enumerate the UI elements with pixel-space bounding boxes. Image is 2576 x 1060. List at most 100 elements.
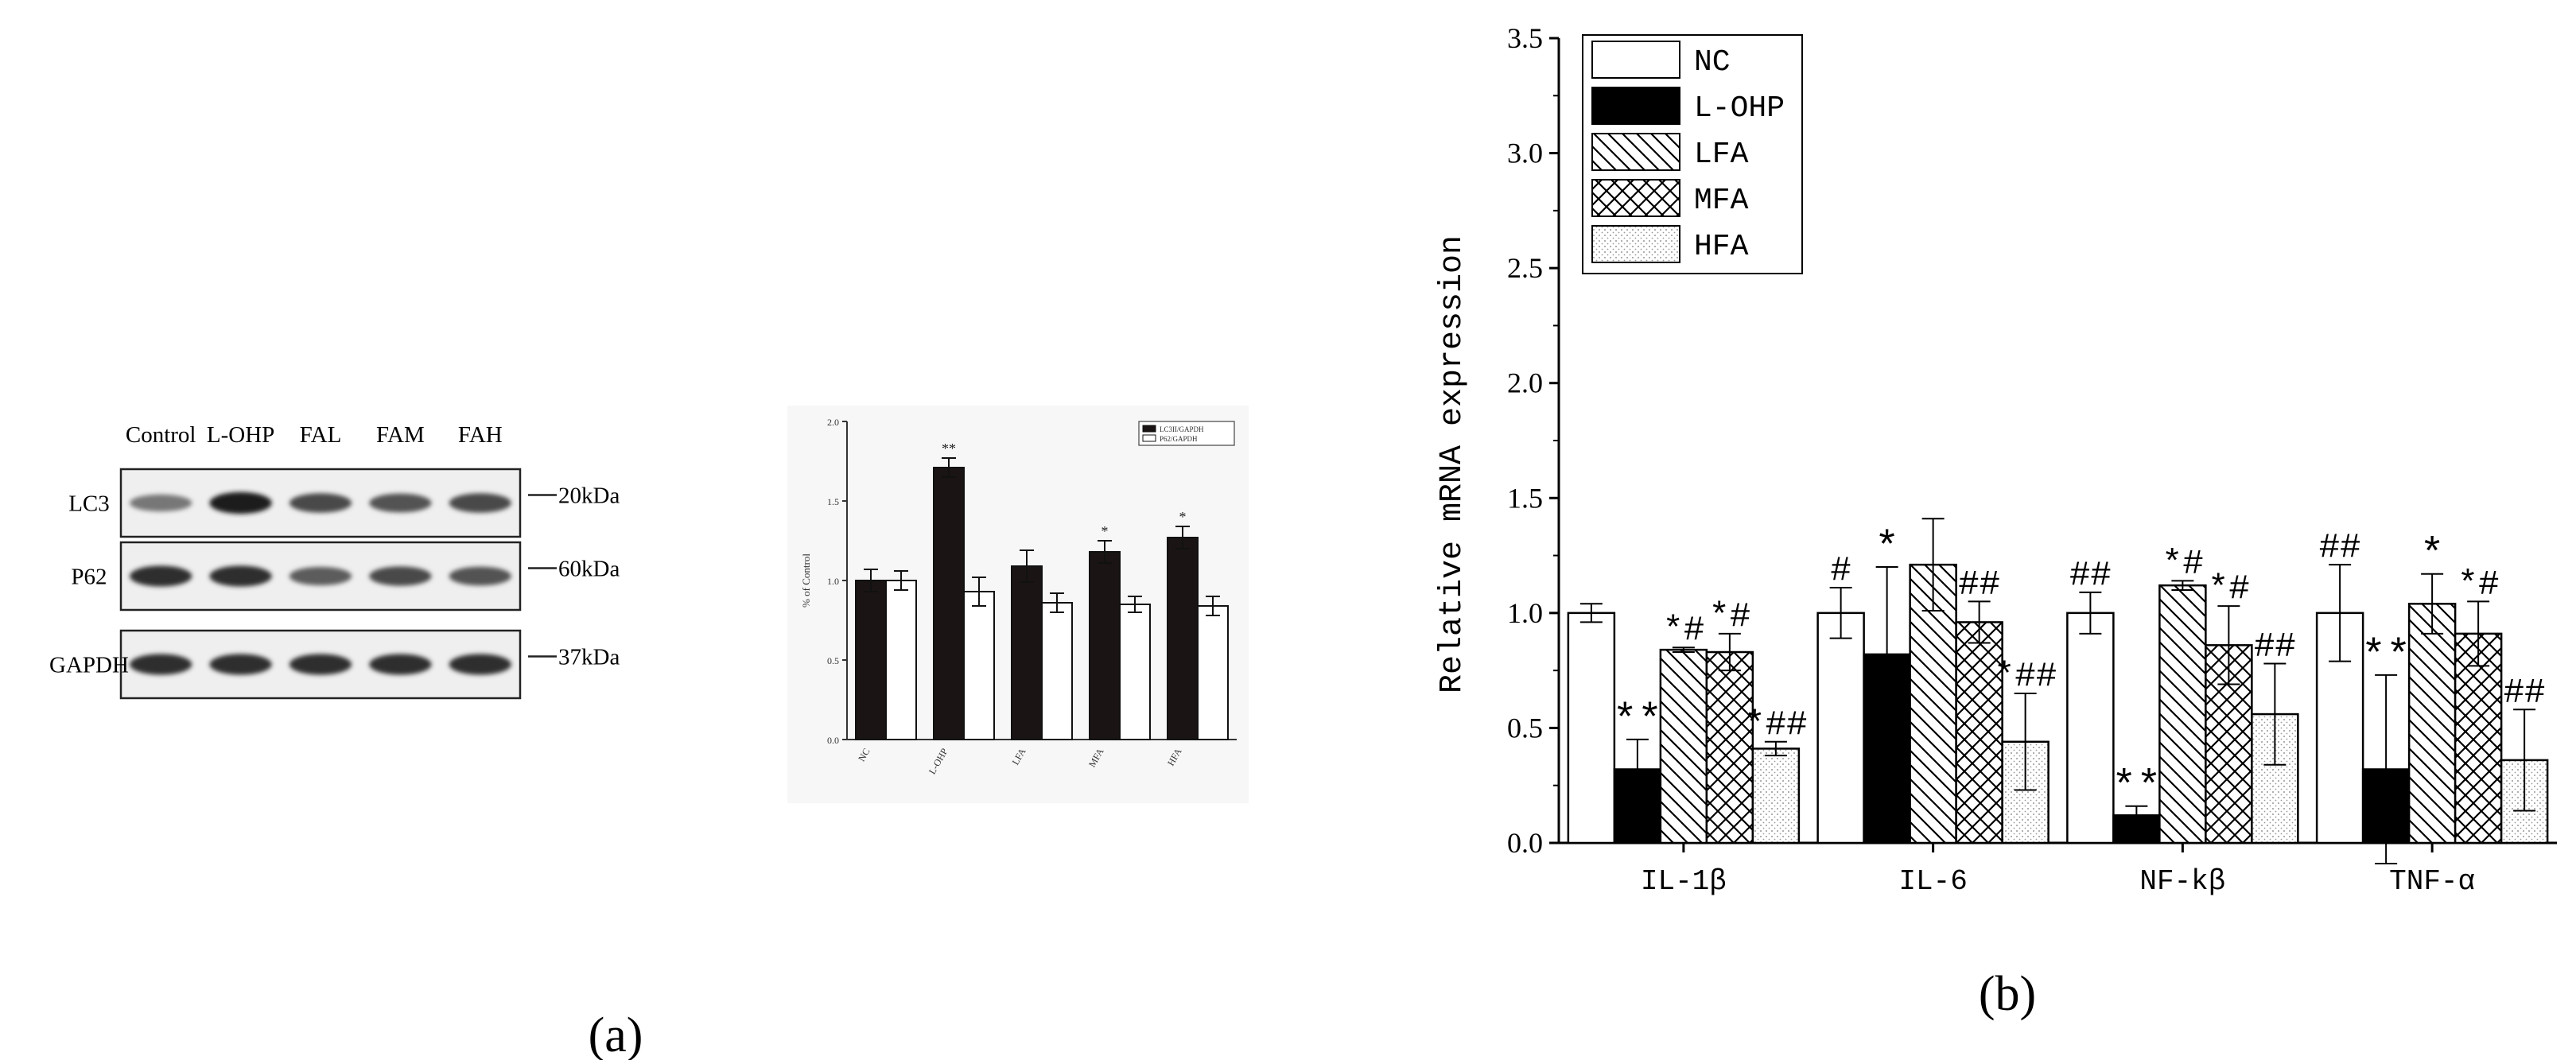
- chart-a-y-label: % of Control: [800, 553, 812, 608]
- chart-a-legend-label: LC3II/GAPDH: [1160, 425, 1204, 433]
- chart-b-annotation: **: [1613, 697, 1662, 744]
- chart-b-annotation: *#: [1662, 611, 1704, 650]
- chart-b: 0.0 0.5 1.0 1.5 2.0 2.5 3.0 3.5 Relative mRNA ex…: [1435, 22, 2557, 898]
- chart-a-bar: [1197, 605, 1229, 740]
- chart-b-annotation: ##: [2504, 673, 2546, 712]
- chart-b-legend-swatch: [1591, 179, 1680, 217]
- chart-a-bar: [933, 467, 965, 740]
- chart-a-bar: [1041, 602, 1073, 740]
- chart-b-annotation: #: [1830, 551, 1851, 591]
- blot-band: [209, 491, 272, 514]
- chart-a-y-tick-label: 1.5: [827, 496, 839, 507]
- chart-b-y-tick-label: 1.0: [1507, 597, 1543, 629]
- chart-b-legend-label: L-OHP: [1694, 91, 1785, 126]
- chart-b-y-tick-label: 3.0: [1507, 138, 1543, 169]
- blot-band: [130, 565, 192, 587]
- chart-b-annotation: *#: [1708, 597, 1750, 637]
- chart-b-y-tick-label: 1.5: [1507, 482, 1543, 514]
- blot-band: [209, 654, 272, 675]
- chart-b-annotation: ##: [2069, 556, 2112, 596]
- chart-b-x-tick-label: TNF-α: [2389, 865, 2475, 898]
- chart-b-annotation: ##: [2254, 627, 2296, 666]
- blot-lane-label: FAM: [376, 422, 425, 448]
- blot-band: [369, 566, 432, 586]
- chart-b-annotation: *##: [1744, 705, 1807, 745]
- chart-b-annotation: **: [2112, 764, 2161, 811]
- blot-band: [289, 566, 352, 586]
- chart-b-annotation: **: [2361, 633, 2411, 680]
- chart-a-annotation: **: [942, 441, 956, 456]
- chart-a-y-tick-label: 2.0: [827, 417, 839, 428]
- chart-b-bar: [2158, 584, 2207, 845]
- blot-row-label: LC3: [68, 491, 110, 517]
- chart-a-bar: [1167, 537, 1199, 740]
- chart-b-legend-label: MFA: [1694, 184, 1749, 218]
- chart-a-legend-label: P62/GAPDH: [1160, 435, 1198, 443]
- chart-a-y-tick-label: 0.5: [827, 655, 839, 666]
- chart-b-legend-swatch: [1591, 133, 1680, 171]
- chart-b-y-tick-label: 0.5: [1507, 712, 1543, 744]
- chart-a-bar: [1011, 565, 1043, 740]
- chart-b-annotation: ##: [2319, 528, 2361, 568]
- chart-b-bar: [2454, 632, 2503, 845]
- chart-a-legend-swatch: [1142, 434, 1156, 442]
- chart-b-legend-swatch: [1591, 225, 1680, 263]
- chart-b-bar: [2066, 612, 2115, 845]
- blot-marker-label: 20kDa: [558, 483, 620, 509]
- chart-b-x-tick-label: IL-6: [1898, 865, 1967, 898]
- chart-b-bar: [2407, 603, 2457, 845]
- chart-b-annotation: *#: [2457, 565, 2500, 604]
- blot-marker-label: 60kDa: [558, 557, 620, 582]
- blot-band: [449, 566, 511, 586]
- chart-b-x-tick-label: IL-1β: [1641, 865, 1727, 898]
- chart-b-legend-label: HFA: [1694, 230, 1749, 264]
- caption-a: (a): [589, 1008, 643, 1060]
- blot-lane-label: Control: [126, 422, 196, 448]
- blot-row-label: GAPDH: [49, 653, 129, 678]
- chart-a-legend-swatch: [1142, 425, 1156, 433]
- blot-band: [449, 654, 511, 675]
- chart-a-bar: [963, 591, 995, 740]
- chart-b-bar: [1816, 612, 1865, 845]
- chart-b-bar: [1659, 648, 1708, 845]
- chart-b-y-tick-label: 2.5: [1507, 252, 1543, 284]
- chart-b-annotation: ##: [1958, 565, 2000, 604]
- chart-b-bar: [1751, 747, 1801, 845]
- blot-marker-label: 37kDa: [558, 645, 620, 670]
- chart-b-annotation: *#: [2162, 544, 2204, 584]
- blot-band: [289, 654, 352, 675]
- chart-b-annotation: *##: [1994, 657, 2057, 697]
- chart-a-bar: [855, 580, 887, 740]
- chart-b-legend-swatch: [1591, 41, 1680, 79]
- chart-b-annotation: *: [1875, 525, 1899, 572]
- chart-b-annotation: *#: [2208, 569, 2250, 609]
- blot-band: [289, 493, 352, 513]
- chart-a-annotation: *: [1179, 509, 1187, 525]
- chart-b-legend-swatch: [1591, 87, 1680, 125]
- blot-lane-label: L-OHP: [207, 422, 274, 448]
- chart-b-legend-label: LFA: [1694, 138, 1749, 172]
- blot-band: [130, 654, 192, 675]
- chart-a-bar: [1089, 551, 1121, 740]
- blot-lane-label: FAL: [300, 422, 342, 448]
- chart-a-y-tick-label: 1.0: [827, 576, 839, 587]
- chart-b-y-tick-label: 3.5: [1507, 22, 1543, 54]
- chart-a-bar: [1119, 604, 1151, 740]
- blot-lane-label: FAH: [458, 422, 503, 448]
- blot-band: [369, 654, 432, 675]
- chart-a-y-tick-label: 0.0: [827, 735, 839, 746]
- chart-b-bar: [1705, 650, 1754, 845]
- chart-b-y-label: Relative mRNA expression: [1435, 235, 1471, 693]
- chart-b-legend-label: NC: [1694, 45, 1731, 80]
- chart-a-bar: [885, 580, 917, 740]
- blot-band: [449, 493, 511, 513]
- blot-row-label: P62: [71, 565, 107, 590]
- chart-b-y-tick-label: 2.0: [1507, 367, 1543, 399]
- chart-b-bar: [1955, 621, 2003, 845]
- chart-b-annotation: *: [2420, 532, 2445, 579]
- blot-band: [130, 494, 192, 512]
- caption-b: (b): [1979, 967, 2036, 1021]
- blot-band: [209, 565, 272, 587]
